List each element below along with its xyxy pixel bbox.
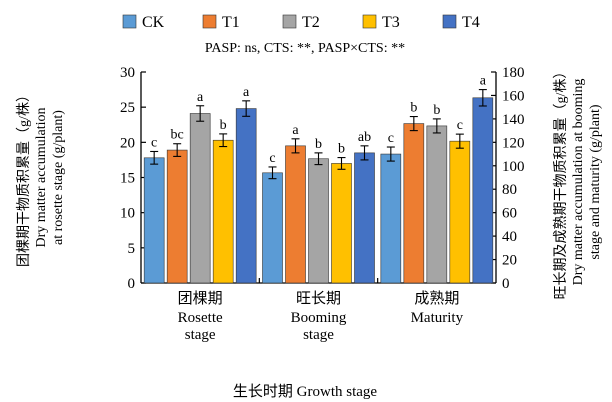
y-right-tick-label: 140 xyxy=(502,112,525,128)
bar-t4-2 xyxy=(472,97,494,284)
y-right-tick-label: 0 xyxy=(502,276,510,292)
legend: CK T1 T2 T3 T4 xyxy=(122,14,480,31)
y-left-tick-label: 10 xyxy=(120,206,135,222)
legend-label-t2: T2 xyxy=(302,14,320,31)
y-axis-left-title-line: at rosette stage (g/plant) xyxy=(51,110,66,245)
y-axis-right-title-line: stage and maturity (g/plant) xyxy=(588,104,603,259)
significance-label: b xyxy=(220,118,227,133)
y-right-tick-label: 100 xyxy=(502,159,525,175)
category-label-en: stage xyxy=(303,327,334,343)
bar-t1-0 xyxy=(166,149,188,284)
legend-swatch-t1 xyxy=(202,14,217,29)
significance-label: a xyxy=(480,74,487,89)
y-right-tick-label: 120 xyxy=(502,135,525,151)
bar-t1-2 xyxy=(403,123,425,284)
legend-swatch-t2 xyxy=(282,14,297,29)
bar-t3-2 xyxy=(449,140,471,284)
category-label-en: stage xyxy=(185,327,216,343)
legend-label-t3: T3 xyxy=(382,14,400,31)
significance-label: a xyxy=(292,123,299,138)
bar-t3-1 xyxy=(331,163,352,284)
y-right-tick-label: 180 xyxy=(502,65,525,81)
legend-swatch-t3 xyxy=(362,14,377,29)
y-left-tick-label: 25 xyxy=(120,100,135,116)
y-left-tick-label: 20 xyxy=(120,135,135,151)
category-label-cn: 团棵期 xyxy=(178,290,223,307)
category-label-cn: 成熟期 xyxy=(414,290,459,307)
bar-t2-0 xyxy=(189,113,211,284)
y-axis-left-title: 团棵期干物质积累量（g/株） Dry matter accumulation at … xyxy=(16,88,66,267)
category-label-en: Maturity xyxy=(411,310,464,326)
significance-label: b xyxy=(315,137,322,152)
significance-label: c xyxy=(269,151,275,166)
significance-label: ab xyxy=(358,130,371,145)
y-right-tick-label: 80 xyxy=(502,182,517,198)
chart-subtitle: PASP: ns, CTS: **, PASP×CTS: ** xyxy=(205,41,405,56)
y-axis-right-title: 旺长期及成熟期干物质积累量（g/株） Dry matter accumulatio… xyxy=(553,65,603,300)
bar-t2-1 xyxy=(308,158,329,284)
y-left-tick-label: 15 xyxy=(120,171,135,187)
y-axis-left-title-line: Dry matter accumulation xyxy=(34,108,49,248)
significance-label: c xyxy=(388,131,394,146)
y-right-tick-label: 40 xyxy=(502,229,517,245)
category-label-cn: 旺长期 xyxy=(296,290,341,307)
significance-label: c xyxy=(457,118,463,133)
significance-label: b xyxy=(433,103,440,118)
legend-swatch-t4 xyxy=(442,14,457,29)
y-right-tick-label: 20 xyxy=(502,253,517,269)
bar-t4-0 xyxy=(235,108,257,284)
y-right-tick-label: 160 xyxy=(502,88,525,104)
y-right-tick-label: 60 xyxy=(502,206,517,222)
y-left-tick-label: 5 xyxy=(128,241,136,257)
legend-label-t1: T1 xyxy=(222,14,240,31)
plot-area: 051015202530020406080100120140160180cbca… xyxy=(120,65,525,343)
x-axis-title: 生长时期 Growth stage xyxy=(233,383,377,400)
bar-ck-0 xyxy=(143,157,165,284)
bar-t1-1 xyxy=(285,145,306,284)
bar-t3-0 xyxy=(212,139,234,284)
y-axis-right-title-line: Dry matter accumulation at booming xyxy=(571,79,586,286)
category-label-en: Rosette xyxy=(178,310,223,326)
category-label-en: Booming xyxy=(291,310,347,326)
legend-label-t4: T4 xyxy=(462,14,480,31)
bar-t2-2 xyxy=(426,125,448,284)
significance-label: b xyxy=(338,142,345,157)
legend-swatch-ck xyxy=(122,14,137,29)
y-axis-left-title-line: 团棵期干物质积累量（g/株） xyxy=(16,88,32,267)
significance-label: b xyxy=(410,101,417,116)
significance-label: a xyxy=(243,85,250,100)
significance-label: c xyxy=(151,135,157,150)
significance-label: bc xyxy=(171,128,184,143)
bar-t4-1 xyxy=(354,152,375,284)
y-axis-right-title-line: 旺长期及成熟期干物质积累量（g/株） xyxy=(553,65,569,300)
bar-ck-1 xyxy=(262,172,283,284)
y-left-tick-label: 30 xyxy=(120,65,135,81)
significance-label: a xyxy=(197,90,204,105)
y-left-tick-label: 0 xyxy=(128,276,136,292)
legend-label-ck: CK xyxy=(142,14,165,31)
bar-ck-2 xyxy=(380,153,402,284)
